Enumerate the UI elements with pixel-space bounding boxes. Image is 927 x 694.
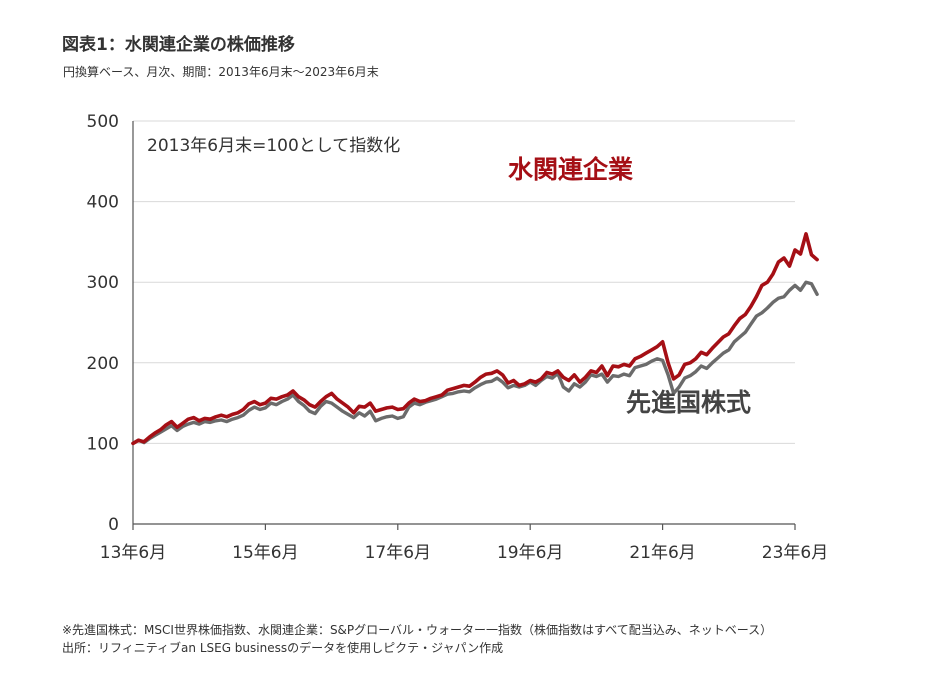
series-line-developed <box>131 280 819 446</box>
series-lines <box>131 232 819 446</box>
footnotes: ※先進国株式：MSCI世界株価指数、水関連企業：S&Pグローバル・ウォーター一指… <box>62 621 772 657</box>
footnote-sources: ※先進国株式：MSCI世界株価指数、水関連企業：S&Pグローバル・ウォーター一指… <box>62 623 773 637</box>
x-axis-tick-labels: 13年6月 15年6月 17年6月 19年6月 21年6月 23年6月 <box>100 543 828 563</box>
developed-series-label: 先進国株式 <box>626 388 751 417</box>
x-tick-label-0: 13年6月 <box>100 543 166 563</box>
y-tick-label-0: 0 <box>108 515 119 535</box>
index-note-annotation: 2013年6月末=100として指数化 <box>147 136 400 156</box>
x-tick-label-1: 15年6月 <box>232 543 298 563</box>
footnote-credit: 出所：リフィニティブan LSEG businessのデータを使用しピクテ・ジャ… <box>62 641 504 655</box>
y-axis-tick-labels: 0 100 200 300 400 500 <box>87 112 119 535</box>
x-tick-label-3: 19年6月 <box>497 543 563 563</box>
y-tick-label-300: 300 <box>87 273 119 293</box>
series-line-water <box>131 232 819 446</box>
x-tick-label-5: 23年6月 <box>762 543 828 563</box>
chart-subtitle: 円換算ベース、月次、期間：2013年6月末～2023年6月末 <box>63 65 379 79</box>
y-tick-label-200: 200 <box>87 354 119 374</box>
y-tick-label-400: 400 <box>87 193 119 213</box>
x-tick-label-2: 17年6月 <box>365 543 431 563</box>
axes <box>132 121 796 530</box>
y-tick-label-100: 100 <box>87 434 119 454</box>
chart-title: 図表1：水関連企業の株価推移 <box>62 35 295 55</box>
y-tick-label-500: 500 <box>87 112 119 132</box>
water-series-label: 水関連企業 <box>508 155 633 184</box>
x-tick-label-4: 21年6月 <box>629 543 695 563</box>
